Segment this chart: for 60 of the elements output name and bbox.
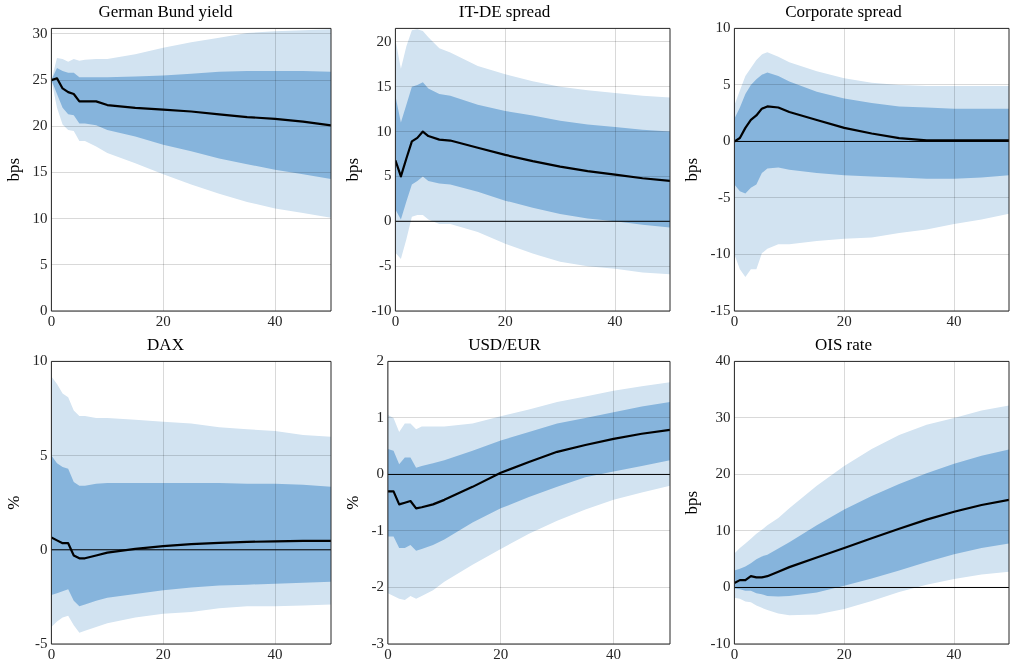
- x-tick-label: 20: [497, 312, 513, 329]
- x-tick-label: 20: [493, 645, 509, 662]
- y-tick-label: -10: [371, 301, 392, 318]
- y-tick-label: 15: [376, 77, 392, 94]
- x-tick-label: 40: [267, 312, 283, 329]
- y-tick-label: 30: [715, 408, 731, 425]
- y-axis-title: bps: [681, 490, 701, 515]
- y-tick-label: -5: [717, 188, 731, 205]
- x-tick-label: 40: [606, 645, 622, 662]
- x-tick-label: 20: [155, 645, 171, 662]
- y-tick-label: 10: [715, 521, 731, 538]
- y-tick-label: 5: [39, 255, 48, 272]
- y-tick-label: 10: [32, 352, 48, 369]
- y-tick-label: 5: [722, 75, 731, 92]
- y-tick-label: 40: [715, 352, 731, 369]
- y-tick-label: 0: [722, 578, 731, 595]
- y-tick-label: -10: [710, 634, 731, 651]
- y-tick-label: 0: [39, 540, 48, 557]
- chart-title: OIS rate: [814, 334, 873, 354]
- x-tick-label: 40: [946, 645, 962, 662]
- chart-title: DAX: [147, 334, 184, 354]
- y-tick-label: 10: [376, 122, 392, 139]
- y-axis-title: %: [342, 495, 362, 510]
- chart-title: German Bund yield: [98, 1, 234, 21]
- y-tick-label: 5: [39, 446, 48, 463]
- y-tick-label: 25: [32, 71, 48, 88]
- y-tick-label: -15: [710, 301, 731, 318]
- x-tick-label: 40: [946, 312, 962, 329]
- y-axis-title: %: [3, 495, 23, 510]
- y-tick-label: 15: [32, 163, 48, 180]
- y-tick-label: 20: [715, 465, 731, 482]
- y-tick-label: 20: [32, 117, 48, 134]
- y-tick-label: 5: [383, 167, 392, 184]
- y-tick-label: 0: [39, 301, 48, 318]
- y-tick-label: 0: [383, 212, 392, 229]
- y-tick-label: 2: [376, 352, 384, 369]
- y-tick-label: -10: [710, 245, 731, 262]
- y-axis-title: bps: [342, 157, 362, 182]
- x-tick-label: 20: [155, 312, 171, 329]
- chart-title: USD/EUR: [468, 334, 542, 354]
- x-tick-label: 20: [836, 645, 852, 662]
- x-tick-label: 40: [607, 312, 623, 329]
- y-tick-label: 1: [376, 408, 384, 425]
- y-tick-label: -1: [371, 521, 384, 538]
- y-tick-label: -5: [378, 257, 392, 274]
- y-tick-label: -5: [34, 634, 48, 651]
- y-tick-label: 0: [722, 132, 731, 149]
- y-tick-label: 10: [32, 209, 48, 226]
- y-tick-label: 20: [376, 32, 392, 49]
- x-tick-label: 40: [267, 645, 283, 662]
- y-tick-label: 0: [376, 465, 384, 482]
- y-tick-label: -2: [371, 578, 384, 595]
- chart-title: IT-DE spread: [458, 1, 551, 21]
- y-tick-label: -3: [371, 634, 384, 651]
- y-tick-label: 10: [715, 19, 731, 36]
- y-tick-label: 30: [32, 24, 48, 41]
- y-axis-title: bps: [681, 157, 701, 182]
- x-tick-label: 20: [836, 312, 852, 329]
- y-axis-title: bps: [3, 157, 23, 182]
- chart-title: Corporate spread: [785, 1, 903, 21]
